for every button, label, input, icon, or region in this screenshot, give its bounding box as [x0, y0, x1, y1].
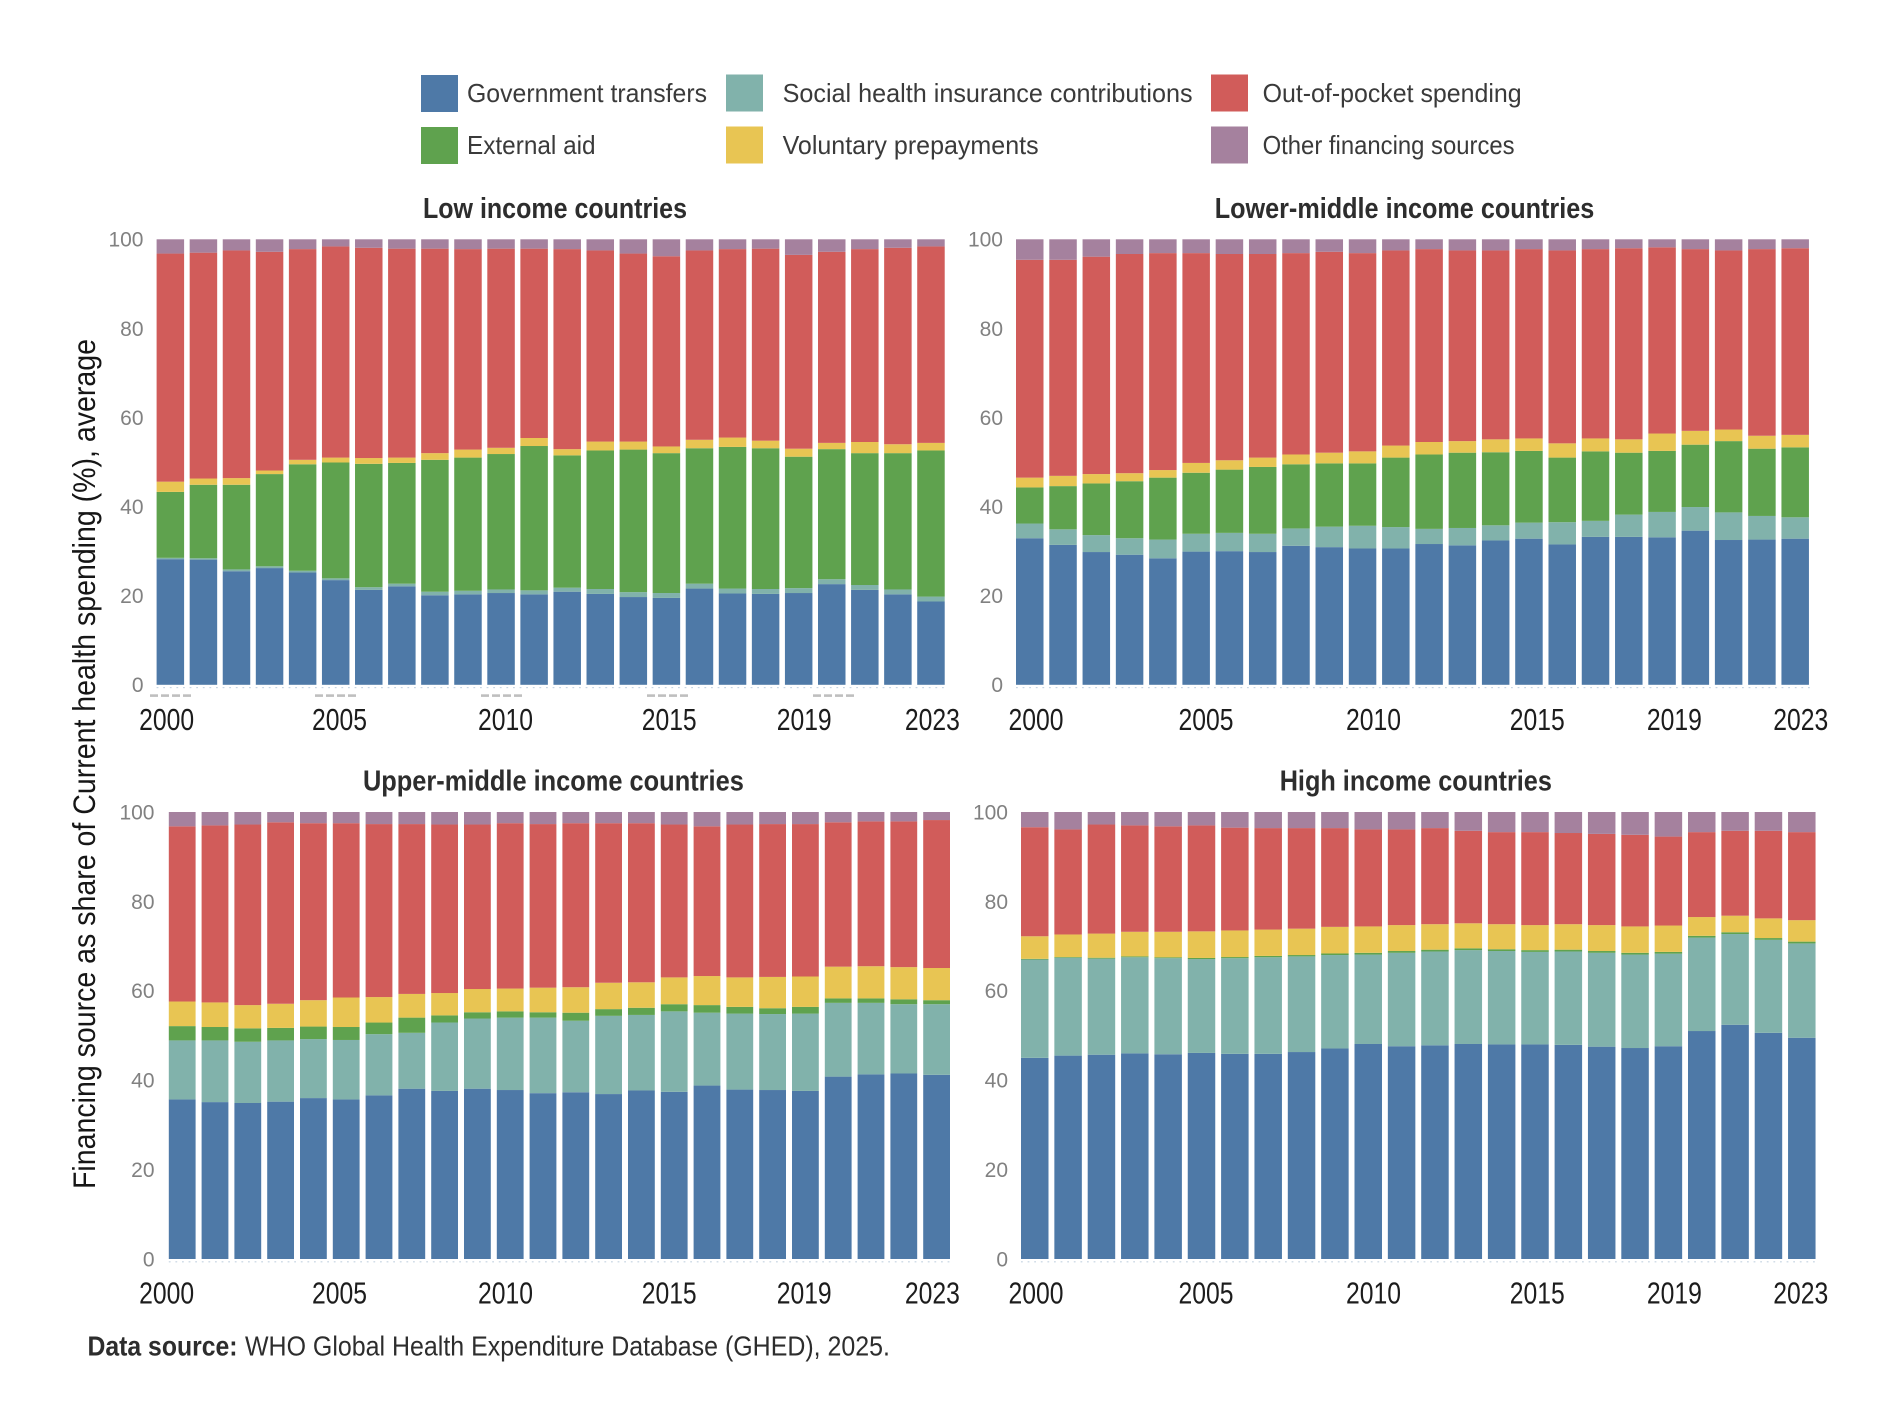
svg-text:2015: 2015: [642, 702, 697, 737]
svg-text:0: 0: [132, 674, 144, 697]
svg-text:2019: 2019: [1647, 702, 1702, 737]
svg-text:40: 40: [131, 1070, 154, 1093]
svg-text:2005: 2005: [312, 702, 367, 737]
svg-text:Other financing sources: Other financing sources: [1263, 130, 1515, 160]
svg-text:Out-of-pocket spending: Out-of-pocket spending: [1263, 78, 1522, 108]
svg-text:60: 60: [120, 407, 143, 430]
svg-text:20: 20: [131, 1159, 154, 1182]
svg-text:2019: 2019: [1647, 1276, 1702, 1311]
svg-text:Low income countries: Low income countries: [423, 193, 687, 225]
svg-text:External aid: External aid: [467, 130, 596, 160]
svg-text:2023: 2023: [905, 1276, 960, 1311]
svg-text:40: 40: [985, 1070, 1008, 1093]
svg-text:80: 80: [131, 891, 154, 914]
svg-text:2023: 2023: [905, 702, 960, 737]
svg-text:2010: 2010: [1346, 1276, 1401, 1311]
svg-text:60: 60: [131, 980, 154, 1003]
svg-text:80: 80: [985, 891, 1008, 914]
svg-text:2010: 2010: [478, 1276, 533, 1311]
svg-text:2005: 2005: [1179, 702, 1234, 737]
svg-text:2005: 2005: [1179, 1276, 1234, 1311]
svg-text:Lower-middle income countries: Lower-middle income countries: [1215, 193, 1595, 225]
svg-text:2015: 2015: [1510, 702, 1565, 737]
svg-text:Data source:: Data source:: [88, 1331, 238, 1362]
svg-text:Government transfers: Government transfers: [467, 78, 707, 108]
svg-text:20: 20: [120, 585, 143, 608]
svg-text:20: 20: [980, 585, 1003, 608]
svg-text:Upper-middle income countries: Upper-middle income countries: [363, 766, 744, 798]
svg-text:2005: 2005: [312, 1276, 367, 1311]
svg-text:WHO Global Health Expenditure: WHO Global Health Expenditure Database (…: [245, 1331, 890, 1362]
svg-text:2000: 2000: [139, 1276, 194, 1311]
svg-text:2015: 2015: [1510, 1276, 1565, 1311]
svg-text:2010: 2010: [478, 702, 533, 737]
svg-text:2000: 2000: [139, 702, 194, 737]
svg-text:2010: 2010: [1346, 702, 1401, 737]
svg-text:2019: 2019: [777, 1276, 832, 1311]
svg-text:2015: 2015: [642, 1276, 697, 1311]
svg-text:20: 20: [985, 1159, 1008, 1182]
svg-text:60: 60: [985, 980, 1008, 1003]
svg-text:60: 60: [980, 407, 1003, 430]
svg-text:0: 0: [143, 1248, 155, 1271]
svg-text:100: 100: [108, 229, 143, 252]
svg-text:80: 80: [980, 318, 1003, 341]
svg-text:2000: 2000: [1009, 702, 1064, 737]
svg-text:2019: 2019: [777, 702, 832, 737]
svg-text:Social health insurance contri: Social health insurance contributions: [783, 78, 1193, 108]
svg-text:100: 100: [968, 229, 1003, 252]
svg-text:Voluntary prepayments: Voluntary prepayments: [783, 130, 1039, 160]
svg-text:40: 40: [980, 496, 1003, 519]
svg-text:40: 40: [120, 496, 143, 519]
svg-text:2000: 2000: [1009, 1276, 1064, 1311]
svg-text:100: 100: [119, 801, 154, 824]
svg-text:0: 0: [991, 674, 1003, 697]
svg-text:Financing source as share of C: Financing source as share of Current hea…: [66, 339, 102, 1189]
svg-text:2023: 2023: [1773, 702, 1828, 737]
svg-text:2023: 2023: [1773, 1276, 1828, 1311]
svg-text:100: 100: [973, 801, 1008, 824]
svg-text:0: 0: [996, 1248, 1008, 1271]
svg-text:80: 80: [120, 318, 143, 341]
svg-text:High income countries: High income countries: [1280, 766, 1552, 798]
